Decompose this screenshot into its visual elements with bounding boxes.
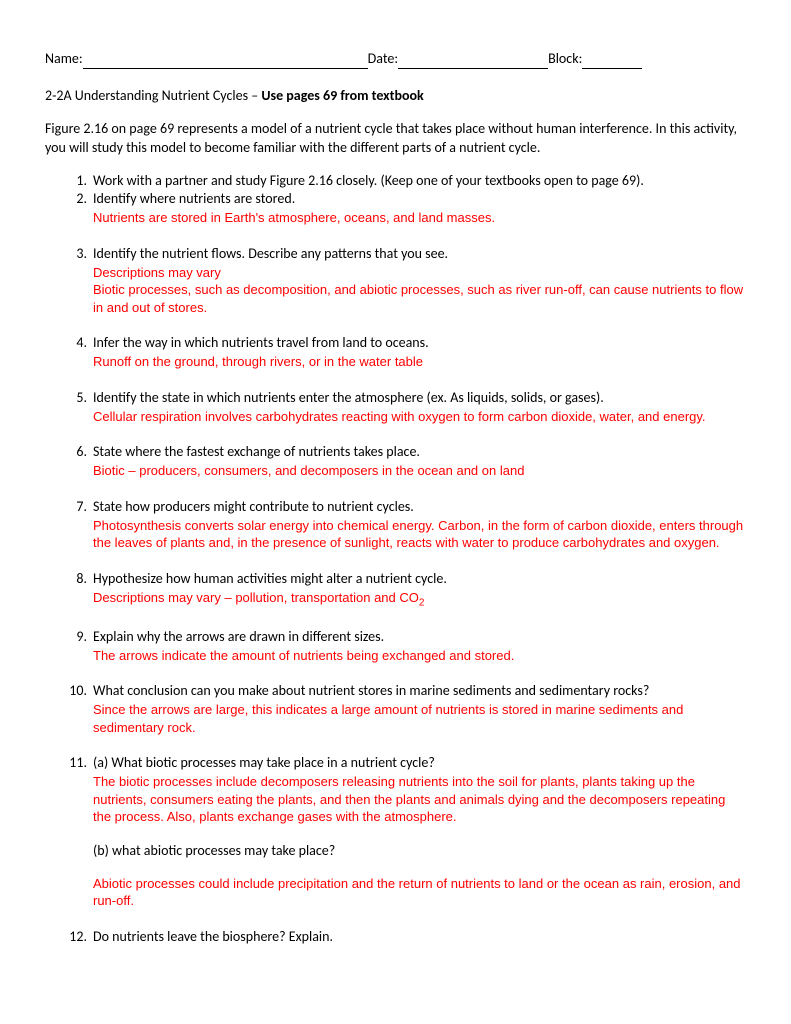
question-number: 9. (63, 628, 87, 647)
question-item: 10.What conclusion can you make about nu… (75, 682, 746, 736)
question-number: 2. (63, 190, 87, 209)
question-item: 7.State how producers might contribute t… (75, 498, 746, 552)
name-label: Name: (45, 50, 83, 69)
question-number: 12. (63, 928, 87, 947)
answer-text: Biotic – producers, consumers, and decom… (93, 462, 746, 480)
question-text: Work with a partner and study Figure 2.1… (93, 172, 746, 191)
intro-paragraph: Figure 2.16 on page 69 represents a mode… (45, 120, 746, 158)
worksheet-title: 2-2A Understanding Nutrient Cycles – Use… (45, 87, 746, 106)
block-field[interactable]: Block: (548, 50, 642, 69)
date-field[interactable]: Date: (368, 50, 548, 69)
question-item: 12.Do nutrients leave the biosphere? Exp… (75, 928, 746, 947)
question-item: 4.Infer the way in which nutrients trave… (75, 334, 746, 370)
question-item: 8.Hypothesize how human activities might… (75, 570, 746, 610)
answer-text: Photosynthesis converts solar energy int… (93, 517, 746, 552)
question-item: 1.Work with a partner and study Figure 2… (75, 172, 746, 191)
answer-text: The biotic processes include decomposers… (93, 773, 746, 826)
question-text: State where the fastest exchange of nutr… (93, 443, 746, 462)
name-underline[interactable] (83, 55, 368, 69)
question-item: 9.Explain why the arrows are drawn in di… (75, 628, 746, 664)
question-text: What conclusion can you make about nutri… (93, 682, 746, 701)
question-item: 11.(a) What biotic processes may take pl… (75, 754, 746, 910)
subscript: 2 (419, 597, 425, 608)
question-number: 6. (63, 443, 87, 462)
question-text: Do nutrients leave the biosphere? Explai… (93, 928, 746, 947)
date-underline[interactable] (398, 55, 548, 69)
title-bold: Use pages 69 from textbook (261, 87, 423, 104)
answer-text: Nutrients are stored in Earth's atmosphe… (93, 209, 746, 227)
question-number: 4. (63, 334, 87, 353)
question-number: 1. (63, 172, 87, 191)
answer-text: Descriptions may vary – pollution, trans… (93, 589, 746, 610)
question-text: Hypothesize how human activities might a… (93, 570, 746, 589)
question-text: Infer the way in which nutrients travel … (93, 334, 746, 353)
question-item: 2.Identify where nutrients are stored.Nu… (75, 190, 746, 226)
question-text: (a) What biotic processes may take place… (93, 754, 746, 773)
question-text: Identify the state in which nutrients en… (93, 389, 746, 408)
worksheet-header: Name: Date: Block: (45, 50, 746, 69)
question-text-b: (b) what abiotic processes may take plac… (93, 842, 746, 861)
question-item: 3.Identify the nutrient flows. Describe … (75, 245, 746, 317)
answer-text: Cellular respiration involves carbohydra… (93, 408, 746, 426)
question-text: Identify where nutrients are stored. (93, 190, 746, 209)
question-number: 3. (63, 245, 87, 264)
answer-text: The arrows indicate the amount of nutrie… (93, 647, 746, 665)
answer-text-b: Abiotic processes could include precipit… (93, 875, 746, 910)
question-list: 1. Work with a partner and study Figure 2… (45, 172, 746, 947)
question-item: 5.Identify the state in which nutrients … (75, 389, 746, 425)
question-text: Identify the nutrient flows. Describe an… (93, 245, 746, 264)
question-number: 10. (63, 682, 87, 701)
block-underline[interactable] (582, 55, 642, 69)
question-text: State how producers might contribute to … (93, 498, 746, 517)
question-text: Explain why the arrows are drawn in diff… (93, 628, 746, 647)
question-number: 8. (63, 570, 87, 589)
question-item: 6.State where the fastest exchange of nu… (75, 443, 746, 479)
block-label: Block: (548, 50, 582, 69)
answer-text: Descriptions may varyBiotic processes, s… (93, 264, 746, 317)
answer-text: Since the arrows are large, this indicat… (93, 701, 746, 736)
answer-text: Runoff on the ground, through rivers, or… (93, 353, 746, 371)
question-number: 5. (63, 389, 87, 408)
date-label: Date: (368, 50, 398, 69)
question-number: 11. (63, 754, 87, 773)
question-number: 7. (63, 498, 87, 517)
title-prefix: 2-2A Understanding Nutrient Cycles – (45, 87, 261, 104)
name-field[interactable]: Name: (45, 50, 368, 69)
